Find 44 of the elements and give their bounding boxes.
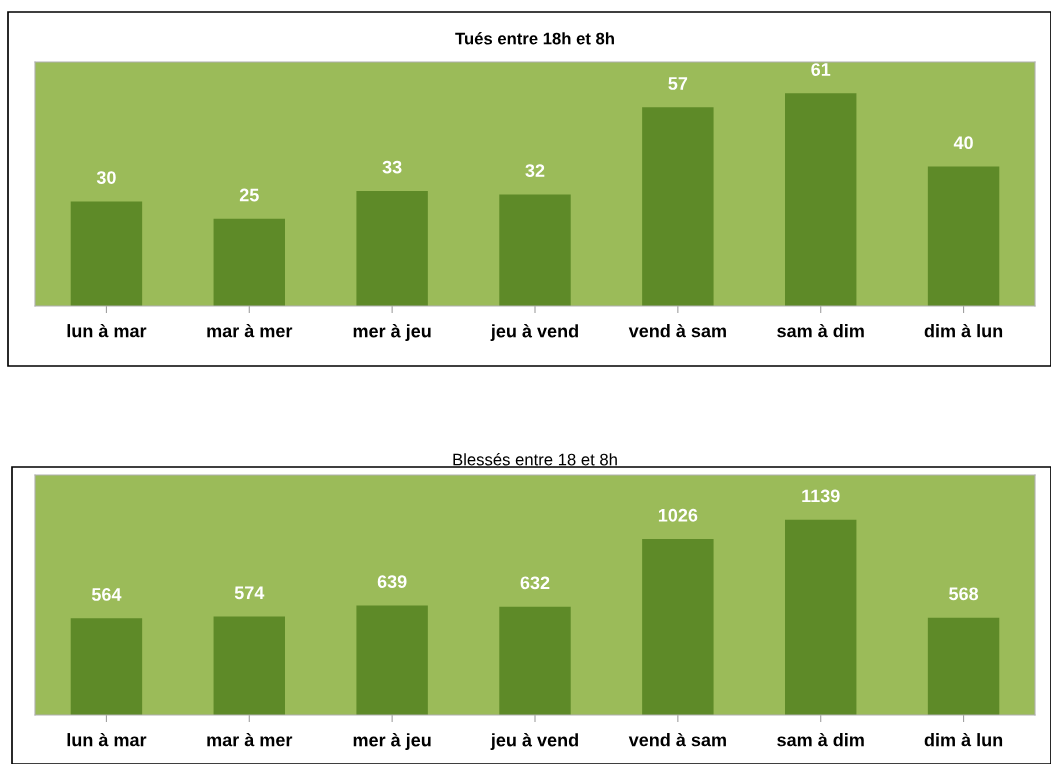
x-tick-label: mar à mer: [207, 732, 293, 747]
bar: [213, 218, 285, 306]
data-label: 564: [91, 588, 122, 601]
data-label: 25: [239, 188, 259, 202]
x-tick-label: jeu à vend: [490, 733, 578, 751]
bar: [356, 190, 428, 306]
x-tick-label: lun à mar: [67, 323, 147, 338]
data-label: 40: [953, 136, 973, 150]
data-label: 568: [949, 587, 979, 601]
x-tick-label: sam à dim: [777, 732, 864, 747]
bar: [785, 519, 857, 715]
x-tick-label: mer à jeu: [353, 324, 431, 342]
data-label: 639: [377, 575, 407, 589]
data-label: 1139: [802, 489, 840, 503]
data-label: 632: [520, 576, 550, 590]
bar: [785, 93, 857, 306]
bar: [642, 107, 714, 306]
bar: [642, 539, 714, 715]
bar: [927, 617, 1000, 715]
chart-title: Blessés entre 18 et 8h: [453, 453, 617, 466]
data-label: 33: [382, 160, 402, 174]
chart-title: Tués entre 18h et 8h: [455, 32, 614, 45]
bar: [70, 618, 143, 715]
data-label: 1026: [658, 508, 698, 522]
x-tick-label: jeu à vend: [490, 324, 578, 342]
x-tick-label: dim à lun: [924, 323, 1003, 338]
bar: [927, 166, 1000, 306]
x-tick-label: dim à lun: [924, 732, 1003, 747]
data-label: 61: [811, 63, 831, 76]
x-tick-label: mar à mer: [207, 323, 293, 338]
data-label: 574: [234, 586, 265, 600]
bar: [356, 605, 428, 715]
bar: [499, 194, 571, 306]
data-label: 32: [525, 164, 545, 178]
x-tick-label: vend à sam: [628, 732, 726, 747]
x-tick-label: lun à mar: [67, 732, 147, 747]
x-tick-label: vend à sam: [628, 323, 726, 338]
data-label: 57: [668, 77, 688, 90]
bar: [499, 606, 571, 715]
bar: [70, 201, 143, 306]
x-tick-label: mer à jeu: [353, 733, 431, 751]
bar: [213, 616, 285, 715]
x-tick-label: sam à dim: [777, 323, 864, 338]
data-label: 30: [96, 171, 116, 184]
